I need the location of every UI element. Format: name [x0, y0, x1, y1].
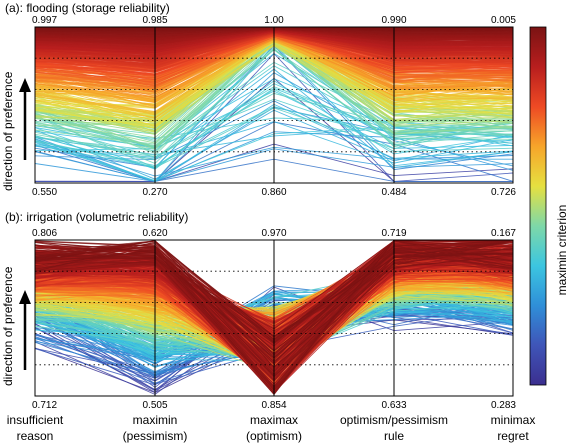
axis-bottom-value: 0.484 [381, 187, 406, 198]
axis-label-line2: (optimism) [246, 429, 302, 443]
axis-bottom-value: 0.712 [32, 400, 57, 411]
axis-bottom-value: 0.550 [32, 187, 57, 198]
axis-top-value: 0.985 [142, 15, 167, 26]
axis-top-value: 0.719 [381, 228, 406, 239]
axis-label-line1: maximin [133, 413, 178, 427]
axis-top-value: 0.620 [142, 228, 167, 239]
axis-top-value: 0.806 [32, 228, 57, 239]
panel-b-title: (b): irrigation (volumetric reliability) [5, 210, 188, 224]
panel-a-title: (a): flooding (storage reliability) [5, 1, 170, 15]
axis-labels: insufficient reason maximin (pessimism) maxi… [7, 413, 536, 443]
axis-bottom-value: 0.860 [261, 187, 286, 198]
axis-bottom-value: 0.270 [142, 187, 167, 198]
axis-label-line2: reason [17, 429, 54, 443]
panel-b-ylabel: direction of preference [1, 266, 15, 386]
axis-bottom-value: 0.854 [261, 400, 286, 411]
panel-a-arrow-head [19, 78, 31, 92]
panel-b-axes [34, 240, 514, 396]
panel-a-ylabel: direction of preference [1, 71, 15, 191]
axis-label-line1: optimism/pessimism [340, 413, 448, 427]
panel-a: 0.997 0.985 1.00 0.990 0.005 0.550 0.270 0.860… [1, 15, 516, 198]
axis-top-value: 0.970 [261, 228, 286, 239]
panel-b-bottom-ticks: 0.712 0.505 0.854 0.633 0.283 [32, 400, 516, 411]
axis-label-line1: maximax [250, 413, 298, 427]
axis-top-value: 0.990 [381, 15, 406, 26]
axis-bottom-value: 0.505 [142, 400, 167, 411]
axis-label-line1: insufficient [7, 413, 64, 427]
colorbar: maximin criterion [529, 26, 569, 386]
panel-b-top-ticks: 0.806 0.620 0.970 0.719 0.167 [32, 228, 516, 239]
axis-bottom-value: 0.633 [381, 400, 406, 411]
panel-a-arrow [19, 78, 31, 160]
axis-top-value: 0.005 [491, 15, 516, 26]
axis-label-line2: (pessimism) [123, 429, 188, 443]
colorbar-bar [529, 26, 547, 386]
panel-a-top-ticks: 0.997 0.985 1.00 0.990 0.005 [32, 15, 516, 26]
panel-b-arrow [19, 290, 31, 370]
colorbar-label: maximin criterion [555, 205, 569, 296]
axis-top-value: 0.167 [491, 228, 516, 239]
axis-top-value: 0.997 [32, 15, 57, 26]
axis-bottom-value: 0.283 [491, 400, 516, 411]
axis-label-line2: regret [497, 429, 529, 443]
axis-label-line2: rule [384, 429, 404, 443]
panel-b: 0.806 0.620 0.970 0.719 0.167 0.712 0.505 0.85… [1, 228, 516, 411]
axis-label-line1: minimax [491, 413, 536, 427]
axis-top-value: 1.00 [264, 15, 284, 26]
panel-b-arrow-head [19, 290, 31, 304]
panel-a-axes [34, 27, 514, 183]
panel-a-bottom-ticks: 0.550 0.270 0.860 0.484 0.726 [32, 187, 516, 198]
axis-bottom-value: 0.726 [491, 187, 516, 198]
